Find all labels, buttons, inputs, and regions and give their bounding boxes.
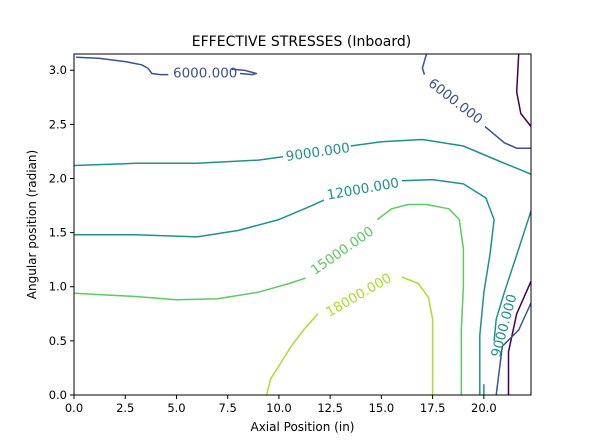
contour-line-9000-0 xyxy=(73,156,284,167)
x-tick-label-0: 0.0 xyxy=(65,401,83,415)
x-tick-label-2: 5.0 xyxy=(167,401,185,415)
contour-label-6: 9000.000 xyxy=(488,293,520,359)
x-tick-label-5: 12.5 xyxy=(317,401,343,415)
contour-line-12000-1 xyxy=(401,178,495,395)
contour-line-3000-1 xyxy=(507,280,532,395)
x-tick-label-1: 2.5 xyxy=(116,401,134,415)
chart-title: EFFECTIVE STRESSES (Inboard) xyxy=(192,34,411,50)
x-tick-label-4: 10.0 xyxy=(266,401,292,415)
contour-line-6000-4 xyxy=(495,302,532,396)
contour-line-6000-2 xyxy=(421,53,428,75)
contour-label-2: 9000.000 xyxy=(285,140,351,165)
contour-line-12000-0 xyxy=(74,199,325,238)
contour-label-0: 6000.000 xyxy=(173,66,237,82)
contour-line-15000-0 xyxy=(73,277,306,301)
y-tick-label-1: 0.5 xyxy=(49,334,67,348)
x-axis: 0.0 2.5 5.0 7.5 10.0 12.5 15.0 17.5 20.0 xyxy=(65,395,497,415)
contour-labels: 6000.000 6000.000 9000.000 12000.000 15000.0… xyxy=(173,66,520,359)
contour-line-9000-1 xyxy=(350,138,532,175)
x-tick-label-7: 17.5 xyxy=(420,401,446,415)
contour-line-6000-1 xyxy=(231,68,258,76)
x-tick-label-3: 7.5 xyxy=(219,401,237,415)
contour-line-18000-0 xyxy=(265,313,319,396)
x-tick-label-8: 20.0 xyxy=(471,401,497,415)
y-tick-label-0: 0.0 xyxy=(49,388,67,402)
contour-line-18000-1 xyxy=(401,276,434,395)
contour-line-3000-0 xyxy=(515,53,532,127)
contour-line-6000-3 xyxy=(484,125,531,149)
x-tick-label-6: 15.0 xyxy=(369,401,395,415)
y-tick-label-2: 1.0 xyxy=(49,280,67,294)
y-tick-label-6: 3.0 xyxy=(49,63,67,77)
contour-line-6000-0 xyxy=(75,56,169,76)
contour-line-9000-2 xyxy=(493,210,532,341)
y-tick-label-3: 1.5 xyxy=(49,226,67,240)
y-axis: 0.0 0.5 1.0 1.5 2.0 2.5 3.0 xyxy=(49,63,74,402)
contour-label-3: 12000.000 xyxy=(326,175,401,203)
plot-frame xyxy=(73,53,532,396)
contour-label-4: 15000.000 xyxy=(308,224,377,279)
contour-label-1: 6000.000 xyxy=(425,75,486,127)
y-tick-label-5: 2.5 xyxy=(49,117,67,131)
y-axis-label: Angular position (radian) xyxy=(25,150,39,299)
y-tick-label-4: 2.0 xyxy=(49,171,67,185)
contour-lines xyxy=(73,53,532,396)
contour-line-15000-1 xyxy=(376,203,465,395)
x-axis-label: Axial Position (in) xyxy=(251,420,355,434)
contour-label-5: 18000.000 xyxy=(323,270,394,320)
